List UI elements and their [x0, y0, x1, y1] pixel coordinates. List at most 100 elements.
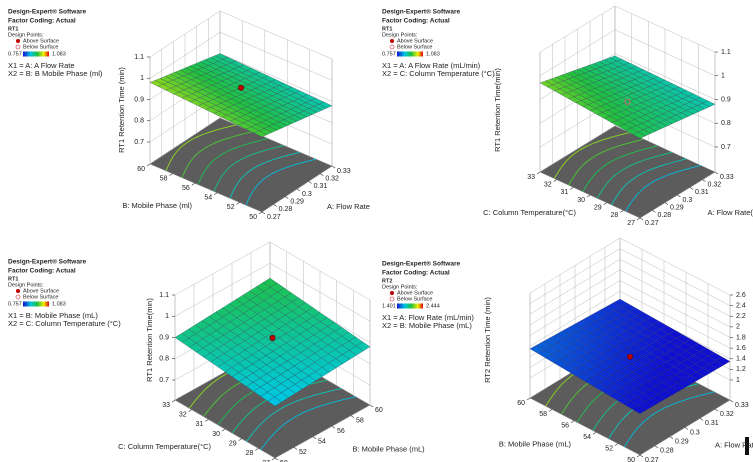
legend-below-marker	[15, 294, 21, 300]
y-tick-label: 60	[517, 400, 525, 407]
x-tick-mark	[677, 194, 681, 198]
colorbar-high: 1.083	[426, 51, 440, 57]
colorbar-low: 1.401	[382, 303, 396, 309]
x-tick-label: 0.3	[302, 191, 312, 198]
x-tick-mark	[684, 427, 689, 430]
x-tick-label: 0.33	[337, 168, 351, 175]
z-axis-label: RT1 Retention Time(min)	[493, 68, 502, 152]
z-tick-label: 2.4	[736, 302, 746, 309]
design-points-label: Design Points:	[8, 32, 44, 38]
response-surface	[149, 53, 333, 138]
y-tick-mark	[271, 457, 276, 461]
x-tick-mark	[639, 217, 644, 221]
legend-above: Above Surface	[397, 38, 433, 44]
y-tick-label: 27	[262, 460, 270, 462]
wall-grid-line	[149, 31, 333, 81]
z-tick-label: 0.8	[159, 356, 169, 363]
z-tick-label: 1.1	[159, 292, 169, 299]
x-tick-mark	[261, 211, 266, 215]
legend-above: Above Surface	[23, 38, 59, 44]
wall-grid-line	[529, 280, 731, 338]
coding-label: Factor Coding: Actual	[8, 268, 76, 275]
x-tick-mark	[654, 445, 659, 449]
y-tick-label: 27	[627, 220, 635, 227]
z-tick-label: 0.8	[134, 118, 144, 125]
x-tick-label: 0.3	[683, 197, 693, 204]
y-tick-mark	[570, 420, 575, 424]
colorbar-low: 0.757	[8, 301, 22, 307]
x-tick-label: 60	[375, 407, 383, 414]
y-tick-label: 52	[227, 204, 235, 211]
z-tick-label: 2.2	[736, 313, 746, 320]
y-tick-label: 58	[539, 411, 547, 418]
y-axis-label: B: Mobile Phase (ml)	[122, 201, 192, 210]
surface-cell	[253, 130, 268, 138]
x-tick-mark	[273, 204, 277, 207]
y-tick-label: 28	[246, 450, 254, 457]
x-axis-label: A: Flow Rate(mL/min)	[708, 208, 753, 217]
floor-contour	[181, 131, 253, 178]
y-tick-mark	[171, 399, 176, 403]
z-tick-label: 1.1	[721, 49, 731, 56]
factor-x1: X1 = B: Mobile Phase (mL)	[8, 311, 98, 320]
surface-cell	[267, 396, 283, 407]
surface-cell	[631, 405, 647, 414]
factor-x2: X2 = B: B Mobile Phase (ml)	[8, 69, 103, 78]
wall-grid-line	[174, 262, 371, 322]
x-tick-mark	[312, 436, 317, 440]
x-tick-mark	[293, 447, 298, 450]
y-tick-label: 31	[196, 421, 204, 428]
wall-grid-line	[174, 241, 371, 301]
x-tick-label: 0.29	[675, 439, 689, 446]
x-tick-label: 0.33	[720, 174, 734, 181]
z-tick-label: 1.6	[736, 345, 746, 352]
y-tick-label: 32	[179, 412, 187, 419]
software-label: Design-Expert® Software	[382, 260, 460, 268]
x-tick-label: 50	[280, 460, 288, 462]
wall-grid-line	[529, 269, 731, 328]
floor-contour	[611, 158, 687, 206]
factor-x1: X1 = A: Flow Rate (mL/min)	[382, 313, 474, 322]
design-point	[269, 334, 276, 341]
wall-grid-line	[149, 10, 333, 60]
floor-contour	[623, 391, 715, 448]
x-tick-label: 0.29	[670, 205, 684, 212]
x-tick-label: 0.31	[695, 189, 709, 196]
x-tick-mark	[664, 202, 669, 205]
response-label: RT1	[8, 26, 18, 32]
x-tick-mark	[639, 454, 644, 458]
x-tick-mark	[274, 457, 279, 461]
z-tick-label: 1	[736, 377, 740, 384]
z-tick-label: 1	[721, 73, 725, 80]
floor-contour	[568, 138, 644, 186]
x-tick-mark	[331, 165, 336, 169]
wall-grid-line	[529, 290, 731, 349]
y-tick-label: 50	[627, 457, 635, 462]
y-tick-mark	[255, 448, 259, 451]
y-tick-mark	[553, 179, 557, 182]
y-tick-mark	[536, 171, 541, 175]
y-tick-mark	[620, 210, 624, 213]
design-points-label: Design Points:	[382, 32, 418, 38]
x-tick-label: 0.27	[267, 214, 281, 221]
y-axis-label: C: Column Temperature(°C)	[483, 208, 576, 217]
y-tick-label: 56	[561, 423, 569, 430]
z-tick-label: 2	[736, 324, 740, 331]
x-tick-label: 0.27	[645, 457, 659, 462]
y-tick-label: 50	[249, 214, 257, 221]
design-point	[627, 353, 634, 360]
response-surface	[539, 55, 716, 139]
z-tick-label: 0.7	[159, 377, 169, 384]
factor-x2: X2 = C: Column Temperature (°C)	[8, 319, 121, 328]
colorbar-low: 0.757	[8, 51, 22, 57]
x-tick-label: 52	[299, 449, 307, 456]
y-tick-mark	[205, 419, 209, 422]
z-tick-label: 1	[165, 313, 169, 320]
legend-above-marker	[16, 39, 20, 43]
y-tick-mark	[191, 182, 195, 186]
coding-label: Factor Coding: Actual	[8, 18, 76, 25]
legend-below: Below Surface	[23, 294, 58, 300]
y-tick-mark	[236, 202, 240, 205]
x-tick-label: 0.28	[660, 448, 674, 455]
